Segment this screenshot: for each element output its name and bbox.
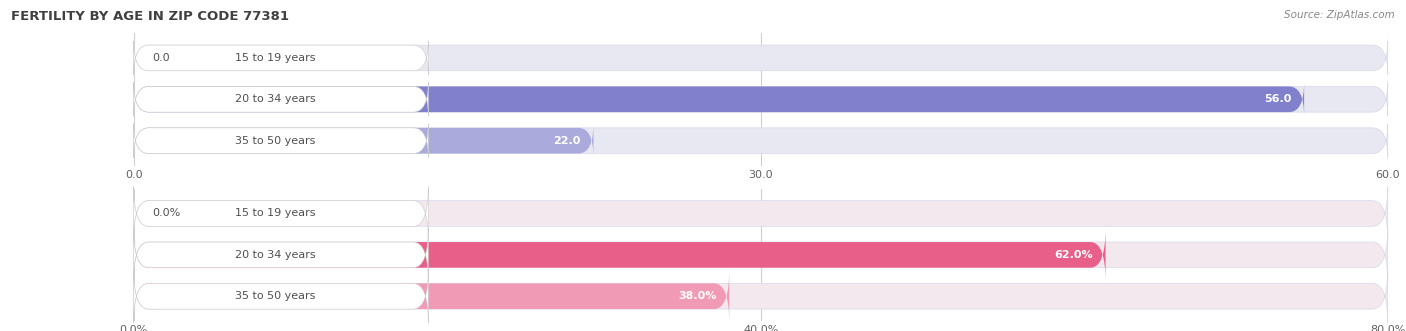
FancyBboxPatch shape [134,187,429,240]
FancyBboxPatch shape [134,187,1388,240]
FancyBboxPatch shape [134,82,1305,116]
Text: 22.0: 22.0 [554,136,581,146]
Text: 62.0%: 62.0% [1054,250,1092,260]
Text: 38.0%: 38.0% [678,291,717,301]
FancyBboxPatch shape [134,82,429,116]
Text: 20 to 34 years: 20 to 34 years [235,94,315,104]
FancyBboxPatch shape [134,82,1388,116]
FancyBboxPatch shape [134,124,593,158]
Text: 15 to 19 years: 15 to 19 years [235,53,315,63]
FancyBboxPatch shape [134,228,429,282]
FancyBboxPatch shape [134,124,429,158]
Text: 20 to 34 years: 20 to 34 years [235,250,315,260]
Text: 56.0: 56.0 [1264,94,1292,104]
FancyBboxPatch shape [134,41,1388,75]
FancyBboxPatch shape [134,228,1388,282]
FancyBboxPatch shape [134,124,1388,158]
Text: FERTILITY BY AGE IN ZIP CODE 77381: FERTILITY BY AGE IN ZIP CODE 77381 [11,10,290,23]
Text: 35 to 50 years: 35 to 50 years [235,136,315,146]
Text: 35 to 50 years: 35 to 50 years [235,291,315,301]
FancyBboxPatch shape [134,269,1388,323]
Text: Source: ZipAtlas.com: Source: ZipAtlas.com [1284,10,1395,20]
FancyBboxPatch shape [134,269,730,323]
FancyBboxPatch shape [134,228,1105,282]
FancyBboxPatch shape [134,269,429,323]
Text: 0.0: 0.0 [152,53,170,63]
Text: 0.0%: 0.0% [152,209,180,218]
FancyBboxPatch shape [134,41,429,75]
Text: 15 to 19 years: 15 to 19 years [235,209,315,218]
